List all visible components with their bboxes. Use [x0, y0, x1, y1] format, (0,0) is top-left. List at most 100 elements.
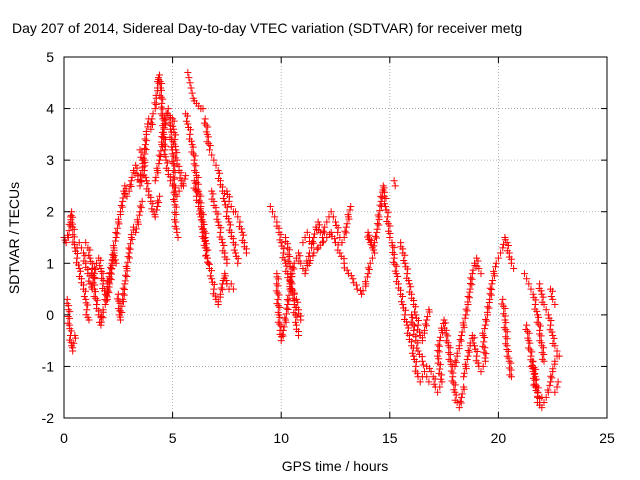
data-point-marker: [453, 349, 461, 357]
data-points: [60, 68, 563, 412]
data-point-marker: [232, 249, 240, 257]
data-point-marker: [534, 384, 542, 392]
data-point-marker: [295, 331, 303, 339]
data-point-marker: [99, 306, 107, 314]
data-point-marker: [311, 230, 319, 238]
data-point-marker: [303, 228, 311, 236]
data-point-marker: [172, 184, 180, 192]
data-point-marker: [172, 203, 180, 211]
data-point-marker: [276, 236, 284, 244]
data-point-marker: [189, 150, 197, 158]
data-point-marker: [284, 251, 292, 259]
data-point-marker: [506, 371, 514, 379]
data-point-marker: [275, 291, 283, 299]
data-point-marker: [536, 322, 544, 330]
data-point-marker: [359, 287, 367, 295]
data-point-marker: [507, 373, 515, 381]
data-point-marker: [200, 119, 208, 127]
data-point-marker: [548, 374, 556, 382]
data-point-marker: [116, 208, 124, 216]
data-point-marker: [297, 316, 305, 324]
data-point-marker: [291, 303, 299, 311]
data-point-marker: [446, 350, 454, 358]
data-point-marker: [419, 361, 427, 369]
data-point-marker: [156, 192, 164, 200]
data-point-marker: [163, 159, 171, 167]
data-point-marker: [549, 295, 557, 303]
data-point-marker: [504, 241, 512, 249]
data-point-marker: [368, 254, 376, 262]
data-point-marker: [436, 337, 444, 345]
data-point-marker: [327, 228, 335, 236]
data-point-marker: [173, 192, 181, 200]
data-point-marker: [461, 360, 469, 368]
data-point-marker: [479, 342, 487, 350]
y-tick-label: 2: [46, 204, 54, 220]
data-point-marker: [373, 220, 381, 228]
data-point-marker: [174, 234, 182, 241]
data-point-marker: [157, 147, 165, 155]
data-point-marker: [421, 320, 429, 328]
data-point-marker: [266, 203, 274, 211]
data-point-marker: [470, 334, 478, 342]
data-point-marker: [371, 232, 379, 240]
data-point-marker: [548, 328, 556, 336]
data-point-marker: [430, 380, 438, 388]
data-point-marker: [288, 272, 296, 280]
data-point-marker: [205, 140, 213, 148]
data-point-marker: [283, 262, 291, 270]
data-point-marker: [421, 326, 429, 334]
chart-title: Day 207 of 2014, Sidereal Day-to-day VTE…: [12, 20, 522, 36]
data-point-marker: [386, 222, 394, 230]
data-point-marker: [130, 223, 138, 231]
data-point-marker: [169, 122, 177, 130]
data-point-marker: [111, 237, 119, 245]
data-point-marker: [106, 263, 114, 271]
data-point-marker: [123, 192, 131, 200]
data-point-marker: [149, 208, 157, 216]
data-point-marker: [479, 329, 487, 337]
data-point-marker: [308, 244, 316, 252]
data-point-marker: [126, 181, 134, 189]
data-point-marker: [70, 339, 78, 347]
data-point-marker: [488, 280, 496, 288]
data-point-marker: [148, 115, 156, 123]
data-point-marker: [185, 74, 193, 82]
data-point-marker: [423, 313, 431, 321]
data-point-marker: [209, 190, 217, 198]
data-point-marker: [334, 228, 342, 236]
data-point-marker: [117, 201, 125, 209]
data-point-marker: [533, 307, 541, 315]
data-point-marker: [461, 314, 469, 322]
data-point-marker: [115, 220, 123, 228]
data-point-marker: [469, 266, 477, 274]
x-tick-label: 15: [382, 430, 398, 446]
data-point-marker: [527, 285, 535, 293]
data-point-marker: [85, 277, 93, 285]
data-point-marker: [269, 208, 277, 216]
data-point-marker: [216, 169, 224, 177]
data-point-marker: [457, 331, 465, 339]
data-point-marker: [540, 350, 548, 358]
data-point-marker: [128, 235, 136, 243]
data-point-marker: [211, 292, 219, 300]
data-point-marker: [474, 359, 482, 367]
data-point-marker: [486, 284, 494, 292]
data-point-marker: [274, 282, 282, 290]
data-point-marker: [340, 234, 348, 241]
data-point-marker: [91, 288, 99, 296]
data-point-marker: [499, 244, 507, 252]
data-point-marker: [425, 306, 433, 314]
data-point-marker: [124, 253, 132, 261]
data-point-marker: [132, 225, 140, 233]
data-point-marker: [118, 309, 126, 317]
data-point-marker: [403, 321, 411, 329]
data-point-marker: [376, 201, 384, 209]
data-point-marker: [503, 335, 511, 343]
data-point-marker: [147, 125, 155, 133]
data-point-marker: [463, 307, 471, 315]
data-point-marker: [477, 270, 485, 278]
data-point-marker: [366, 235, 374, 243]
data-point-marker: [296, 252, 304, 260]
